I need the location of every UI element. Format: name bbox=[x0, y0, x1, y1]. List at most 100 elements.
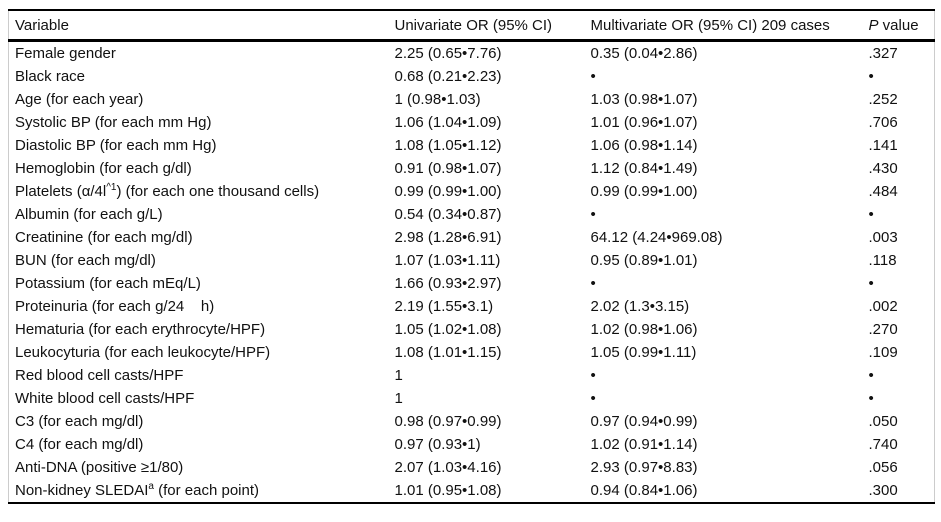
cell-univariate-or: 2.07 (1.03•4.16) bbox=[394, 459, 502, 476]
table-row: Creatinine (for each mg/dl) 2.98 (1.28•6… bbox=[9, 226, 935, 249]
header-row: Variable Univariate OR (95% CI) Multivar… bbox=[8, 9, 935, 42]
table-row: Hematuria (for each erythrocyte/HPF) 1.0… bbox=[9, 318, 935, 341]
column-header-variable: Variable bbox=[8, 9, 395, 42]
cell-variable: C4 (for each mg/dl) bbox=[9, 433, 395, 456]
variable-label: Red blood cell casts/HPF bbox=[15, 367, 184, 384]
cell-variable: Diastolic BP (for each mm Hg) bbox=[9, 134, 395, 157]
cell-univariate-or: 1 bbox=[394, 390, 403, 407]
cell-p-value: .327 bbox=[868, 45, 898, 62]
table-row: Non-kidney SLEDAIa (for each point) 1.01… bbox=[8, 479, 935, 504]
cell-p-value: .050 bbox=[868, 413, 898, 430]
table-row: Leukocyturia (for each leukocyte/HPF) 1.… bbox=[9, 341, 935, 364]
cell-univariate-or: 0.98 (0.97•0.99) bbox=[394, 413, 502, 430]
cell-multivariate-or: 1.12 (0.84•1.49) bbox=[590, 160, 698, 177]
cell-variable: Potassium (for each mEq/L) bbox=[9, 272, 395, 295]
cell-variable: Female gender bbox=[9, 41, 395, 66]
column-header-p-value: P value bbox=[868, 9, 935, 42]
cell-univariate-or: 0.68 (0.21•2.23) bbox=[394, 68, 502, 85]
variable-label: C4 (for each mg/dl) bbox=[15, 436, 144, 453]
cell-p-value: .270 bbox=[868, 321, 898, 338]
p-value-header-rest: value bbox=[878, 16, 919, 34]
cell-variable: Hematuria (for each erythrocyte/HPF) bbox=[9, 318, 395, 341]
variable-label: Diastolic BP (for each mm Hg) bbox=[15, 137, 217, 154]
variable-label: Hemoglobin (for each g/dl) bbox=[15, 160, 192, 177]
cell-p-value: .252 bbox=[868, 91, 898, 108]
table-row: BUN (for each mg/dl) 1.07 (1.03•1.11) 0.… bbox=[9, 249, 935, 272]
cell-multivariate-or: 1.01 (0.96•1.07) bbox=[590, 114, 698, 131]
table-row: Platelets (α/4l^1) (for each one thousan… bbox=[9, 180, 935, 203]
cell-univariate-or: 1.08 (1.05•1.12) bbox=[394, 137, 502, 154]
cell-univariate-or: 2.25 (0.65•7.76) bbox=[394, 45, 502, 62]
cell-p-value: .109 bbox=[868, 344, 898, 361]
variable-label: Leukocyturia (for each leukocyte/HPF) bbox=[15, 344, 271, 361]
cell-variable: Black race bbox=[9, 65, 395, 88]
variable-label-suffix: ) (for each one thousand cells) bbox=[116, 183, 320, 200]
variable-label: Age (for each year) bbox=[15, 91, 144, 108]
variable-label: Potassium (for each mEq/L) bbox=[15, 275, 201, 292]
variable-label: White blood cell casts/HPF bbox=[15, 390, 195, 407]
cell-variable: C3 (for each mg/dl) bbox=[9, 410, 395, 433]
variable-label: BUN (for each mg/dl) bbox=[15, 252, 156, 269]
cell-multivariate-or: • bbox=[590, 68, 596, 85]
cell-multivariate-or: 1.03 (0.98•1.07) bbox=[590, 91, 698, 108]
cell-multivariate-or: 0.97 (0.94•0.99) bbox=[590, 413, 698, 430]
table-row: Potassium (for each mEq/L) 1.66 (0.93•2.… bbox=[9, 272, 935, 295]
cell-p-value: .002 bbox=[868, 298, 898, 315]
cell-variable: Proteinuria (for each g/24 h) bbox=[9, 295, 395, 318]
p-value-header-italic-p: P bbox=[868, 16, 879, 34]
table-row: White blood cell casts/HPF 1 • • bbox=[9, 387, 935, 410]
variable-superscript: ^1 bbox=[106, 182, 117, 193]
cell-p-value: • bbox=[868, 390, 874, 407]
cell-univariate-or: 2.19 (1.55•3.1) bbox=[394, 298, 494, 315]
cell-multivariate-or: 64.12 (4.24•969.08) bbox=[590, 229, 723, 246]
cell-univariate-or: 1.01 (0.95•1.08) bbox=[394, 479, 591, 504]
table-row: C4 (for each mg/dl) 0.97 (0.93•1) 1.02 (… bbox=[9, 433, 935, 456]
variable-superscript: a bbox=[148, 481, 154, 492]
table-row: Red blood cell casts/HPF 1 • • bbox=[9, 364, 935, 387]
table-row: Black race 0.68 (0.21•2.23) • • bbox=[9, 65, 935, 88]
cell-univariate-or: 1.07 (1.03•1.11) bbox=[394, 252, 501, 269]
column-header-univariate-or: Univariate OR (95% CI) bbox=[394, 9, 591, 42]
cell-multivariate-or: 1.06 (0.98•1.14) bbox=[590, 137, 698, 154]
cell-p-value: • bbox=[868, 367, 874, 384]
cell-multivariate-or: 2.93 (0.97•8.83) bbox=[590, 459, 698, 476]
variable-label: Female gender bbox=[15, 45, 116, 62]
cell-multivariate-or: 0.95 (0.89•1.01) bbox=[590, 252, 698, 269]
cell-multivariate-or: 1.02 (0.91•1.14) bbox=[590, 436, 698, 453]
variable-label: Hematuria (for each erythrocyte/HPF) bbox=[15, 321, 266, 338]
statistics-table: Variable Univariate OR (95% CI) Multivar… bbox=[8, 9, 935, 504]
table-row: Hemoglobin (for each g/dl) 0.91 (0.98•1.… bbox=[9, 157, 935, 180]
cell-variable: Age (for each year) bbox=[9, 88, 395, 111]
cell-p-value: .118 bbox=[868, 252, 897, 269]
variable-label: Black race bbox=[15, 68, 86, 85]
table-row: Age (for each year) 1 (0.98•1.03) 1.03 (… bbox=[9, 88, 935, 111]
cell-variable: Platelets (α/4l^1) (for each one thousan… bbox=[9, 180, 395, 203]
cell-multivariate-or: 1.02 (0.98•1.06) bbox=[590, 321, 698, 338]
cell-univariate-or: 0.91 (0.98•1.07) bbox=[394, 160, 502, 177]
variable-label: Creatinine (for each mg/dl) bbox=[15, 229, 193, 246]
cell-variable: Leukocyturia (for each leukocyte/HPF) bbox=[9, 341, 395, 364]
cell-multivariate-or: • bbox=[590, 390, 596, 407]
variable-label: Systolic BP (for each mm Hg) bbox=[15, 114, 212, 131]
cell-p-value: • bbox=[868, 68, 874, 85]
cell-univariate-or: 2.98 (1.28•6.91) bbox=[394, 229, 502, 246]
cell-univariate-or: 0.54 (0.34•0.87) bbox=[394, 206, 502, 223]
table-row: Systolic BP (for each mm Hg) 1.06 (1.04•… bbox=[9, 111, 935, 134]
table-row: Proteinuria (for each g/24 h) 2.19 (1.55… bbox=[9, 295, 935, 318]
cell-p-value: .706 bbox=[868, 114, 898, 131]
cell-multivariate-or: 1.05 (0.99•1.11) bbox=[590, 344, 697, 361]
cell-p-value: • bbox=[868, 275, 874, 292]
cell-univariate-or: 0.97 (0.93•1) bbox=[394, 436, 481, 453]
table-row: Diastolic BP (for each mm Hg) 1.08 (1.05… bbox=[9, 134, 935, 157]
variable-label: Platelets (α/4l bbox=[15, 183, 107, 200]
variable-label: Non-kidney SLEDAI bbox=[15, 482, 149, 499]
cell-multivariate-or: • bbox=[590, 367, 596, 384]
table-row: Anti-DNA (positive ≥1/80) 2.07 (1.03•4.1… bbox=[9, 456, 935, 479]
cell-p-value: .484 bbox=[868, 183, 898, 200]
cell-multivariate-or: 0.94 (0.84•1.06) bbox=[590, 479, 869, 504]
cell-p-value: .003 bbox=[868, 229, 898, 246]
cell-variable: Hemoglobin (for each g/dl) bbox=[9, 157, 395, 180]
cell-variable: Anti-DNA (positive ≥1/80) bbox=[9, 456, 395, 479]
cell-variable: Non-kidney SLEDAIa (for each point) bbox=[8, 479, 395, 504]
